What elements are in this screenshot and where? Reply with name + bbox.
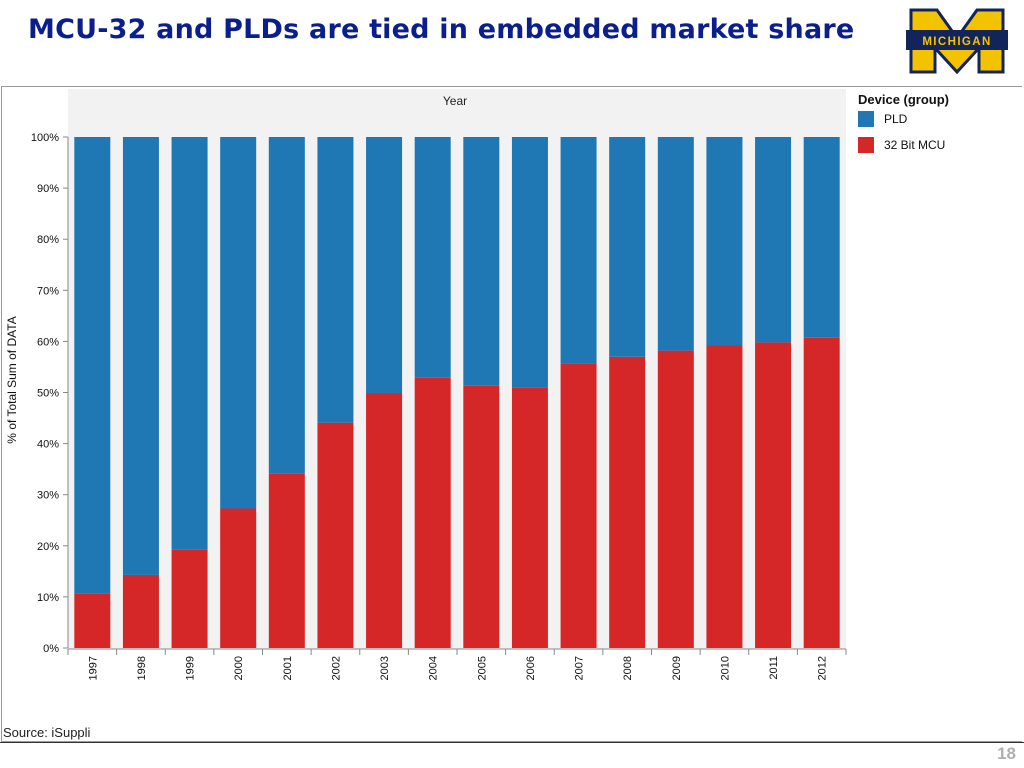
x-tick-label: 2001 [282,656,294,680]
x-tick-label: 2008 [622,656,634,680]
y-tick-label: 20% [37,541,59,553]
x-tick-label: 1998 [136,656,148,680]
bar-pld-1998 [122,137,159,575]
bar-pld-2005 [463,137,500,386]
x-tick-label: 2000 [233,656,245,680]
x-tick-label: 2002 [330,656,342,680]
x-tick-label: 2005 [476,656,488,680]
legend-label-pld: PLD [884,112,908,126]
logo-banner [906,30,1008,50]
bar-mcu-1997 [74,593,111,648]
bar-pld-1997 [74,137,111,594]
y-tick-label: 30% [37,490,59,502]
y-tick-label: 90% [37,183,59,195]
x-tick-label: 1997 [87,656,99,680]
bar-pld-2007 [560,137,597,364]
michigan-logo: MICHIGAN [906,8,1008,74]
x-tick-label: 2009 [671,656,683,680]
bar-pld-2000 [220,137,257,509]
bar-mcu-1998 [122,574,159,648]
bar-mcu-2005 [463,385,500,648]
y-tick-label: 100% [31,132,59,144]
bar-mcu-2000 [220,508,257,648]
bar-mcu-2012 [803,337,840,648]
x-tick-label: 2012 [817,656,829,680]
bar-mcu-2006 [511,387,548,648]
bar-pld-1999 [171,137,208,550]
x-tick-label: 2011 [768,656,780,680]
bar-pld-2006 [511,137,548,388]
x-tick-label: 2006 [525,656,537,680]
x-axis-ticks: 1997 1998 1999 2000 2001 2002 2003 2004 2005 2006… [67,648,847,680]
x-tick-label: 2010 [719,656,731,680]
page-number: 18 [997,744,1016,763]
bar-pld-2001 [268,137,305,474]
bar-mcu-2009 [657,350,694,648]
chart-title: Year [443,94,467,108]
y-tick-label: 50% [37,388,59,400]
bar-pld-2002 [317,137,354,423]
bar-mcu-2008 [609,356,646,648]
y-tick-label: 60% [37,336,59,348]
x-tick-label: 2007 [574,656,586,680]
bar-pld-2004 [414,137,451,378]
bar-mcu-2004 [414,377,451,648]
slide-title: MCU-32 and PLDs are tied in embedded mar… [28,14,855,45]
bar-pld-2008 [609,137,646,357]
bar-mcu-2007 [560,363,597,648]
bar-pld-2011 [755,137,792,343]
footer-rule [0,742,1024,743]
bar-pld-2010 [706,137,743,346]
x-tick-label: 2003 [379,656,391,680]
bar-mcu-2001 [268,473,305,648]
source-note: Source: iSuppli [3,725,91,740]
y-tick-label: 40% [37,439,59,451]
y-tick-label: 0% [43,643,59,655]
legend-swatch-pld [858,111,874,127]
bar-mcu-2011 [755,342,792,648]
y-axis-ticks: 0% 10% 20% 30% 40% 50% 60% 70% 80% 90% 100% [31,132,69,655]
logo-text: MICHIGAN [922,36,991,48]
y-tick-label: 80% [37,234,59,246]
y-axis-label: % of Total Sum of DATA [5,316,19,443]
chart-frame [1,86,1022,742]
bar-mcu-2010 [706,345,743,648]
x-tick-label: 2004 [428,656,440,680]
bars-group [74,137,840,648]
bar-pld-2009 [657,137,694,351]
bar-mcu-2002 [317,422,354,648]
bar-mcu-1999 [171,549,208,648]
y-tick-label: 70% [37,285,59,297]
legend-title: Device (group) [858,92,950,107]
legend-label-mcu: 32 Bit MCU [884,138,946,152]
bar-pld-2012 [803,137,840,338]
bar-pld-2003 [366,137,403,394]
bar-mcu-2003 [366,393,403,648]
x-tick-label: 1999 [185,656,197,680]
legend-swatch-mcu [858,137,874,153]
y-tick-label: 10% [37,592,59,604]
